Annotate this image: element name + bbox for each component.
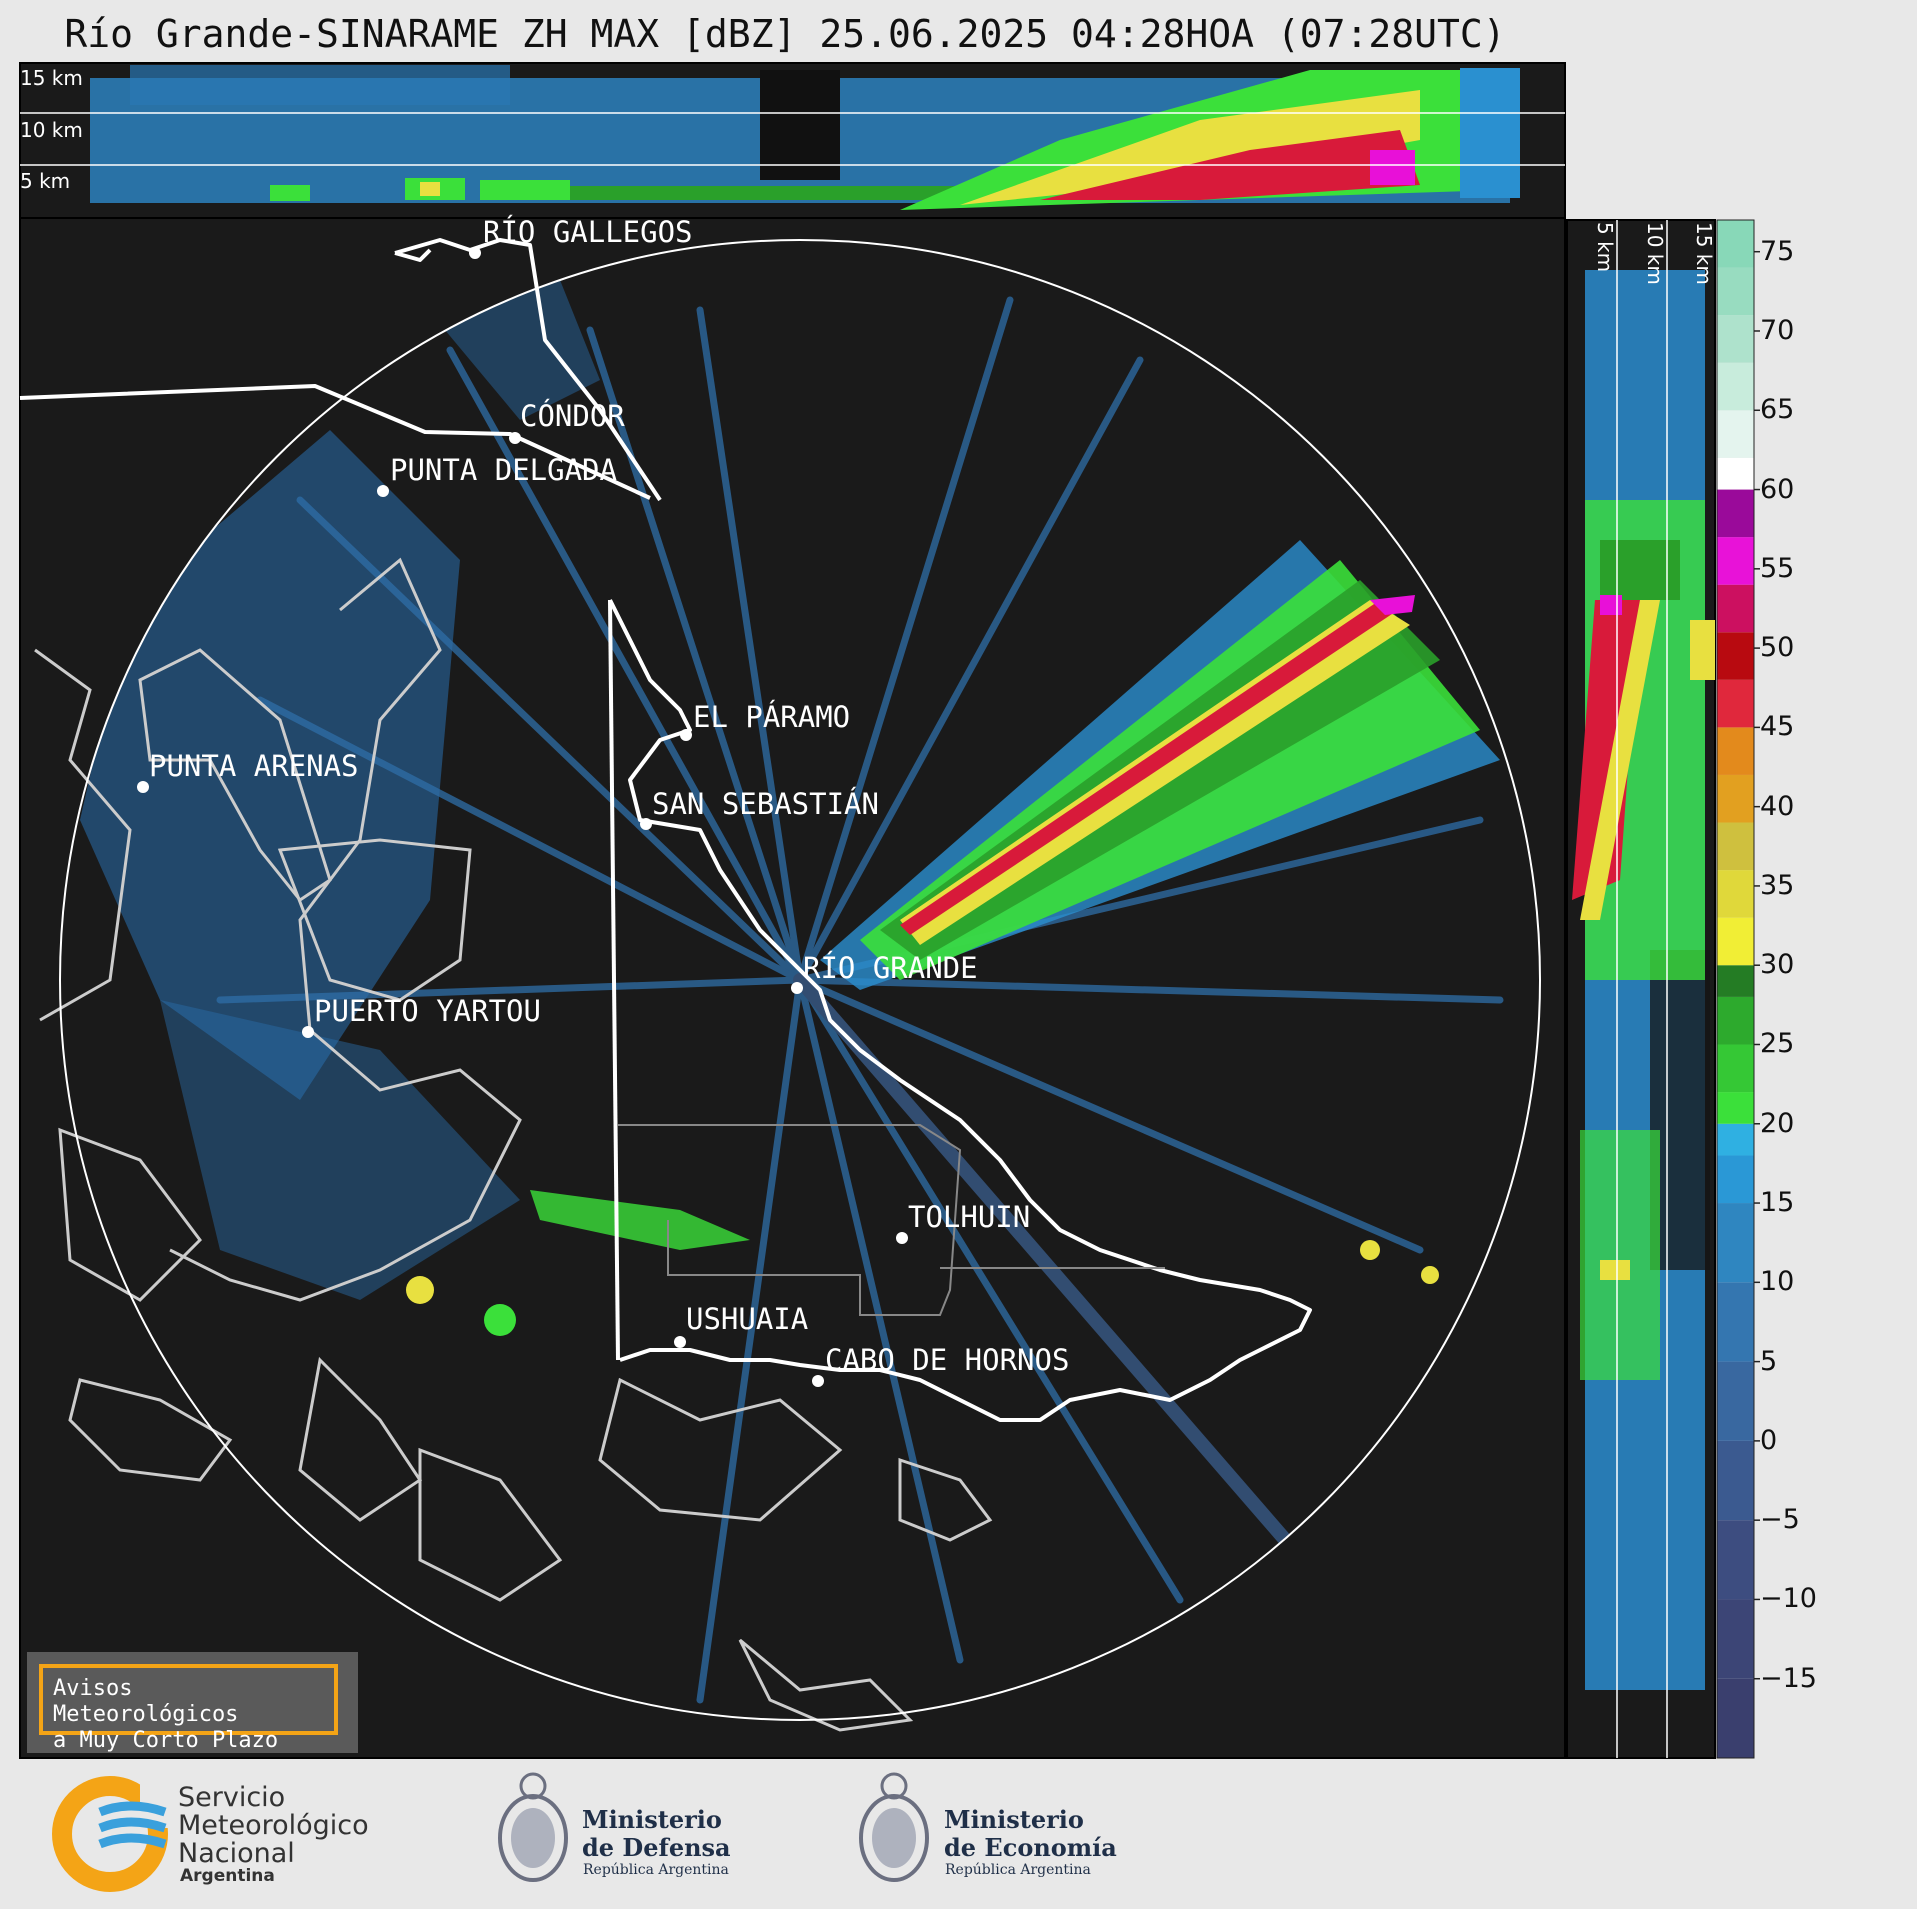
city-label-rio-gallegos: RÍO GALLEGOS (483, 215, 693, 249)
colorbar-band (1717, 822, 1754, 871)
smn-line-3: Nacional (178, 1838, 295, 1869)
colorbar-tick-label: 60 (1760, 473, 1795, 505)
colorbar-tick-label: −5 (1760, 1504, 1800, 1536)
colorbar-tick-label: 35 (1760, 869, 1795, 901)
side-km-label-10: 10 km (1643, 222, 1667, 285)
colorbar-tick-label: 20 (1760, 1107, 1795, 1139)
colorbar-frame (1716, 219, 1755, 1759)
defensa-line-2: de Defensa (582, 1833, 731, 1862)
colorbar (1717, 220, 1760, 1758)
economia-line-1: Ministerio (944, 1805, 1084, 1834)
colorbar-band (1717, 1123, 1754, 1156)
colorbar-band (1717, 584, 1754, 633)
city-label-punta-delgada: PUNTA DELGADA (390, 453, 617, 487)
colorbar-band (1717, 410, 1754, 458)
alert-line-2: a Muy Corto Plazo (53, 1728, 279, 1753)
colorbar-tick-label: 70 (1760, 314, 1795, 346)
city-markers (137, 247, 908, 1387)
colorbar-band (1717, 774, 1754, 823)
colorbar-band (1717, 1092, 1754, 1124)
colorbar-tick-label: 50 (1760, 632, 1795, 664)
city-label-san-sebastian: SAN SEBASTIÁN (652, 787, 879, 821)
colorbar-band (1717, 1520, 1754, 1600)
colorbar-band (1717, 362, 1754, 411)
top-km-label-10: 10 km (20, 118, 83, 142)
side-km-label-5: 5 km (1593, 222, 1617, 273)
alert-box[interactable]: Avisos Meteorológicos a Muy Corto Plazo (27, 1652, 358, 1753)
colorbar-tick-label: 5 (1760, 1345, 1778, 1377)
city-label-puerto-yartou: PUERTO YARTOU (314, 994, 541, 1028)
defensa-line-3: República Argentina (583, 1862, 729, 1878)
colorbar-band (1717, 267, 1754, 316)
colorbar-band (1717, 489, 1754, 538)
colorbar-band (1717, 1599, 1754, 1679)
colorbar-band (1717, 1155, 1754, 1204)
colorbar-tick-label: 10 (1760, 1266, 1795, 1298)
international-border (608, 599, 620, 1361)
colorbar-band (1717, 1361, 1754, 1441)
colorbar-tick-label: 75 (1760, 235, 1795, 267)
reflectivity-echoes (80, 280, 1504, 1704)
colorbar-tick-label: 15 (1760, 1187, 1795, 1219)
colorbar-tick-label: 55 (1760, 552, 1795, 584)
colorbar-band (1717, 537, 1754, 585)
colorbar-tick-label: 25 (1760, 1028, 1795, 1060)
colorbar-tick-label: −10 (1760, 1583, 1817, 1615)
city-label-condor: CÓNDOR (520, 399, 625, 433)
range-ring (59, 239, 1541, 1721)
city-label-cabo-de-hornos: CABO DE HORNOS (825, 1343, 1070, 1377)
smn-line-4: Argentina (180, 1866, 275, 1886)
smn-line-2: Meteorológico (178, 1810, 369, 1841)
chart-title: Río Grande-SINARAME ZH MAX [dBZ] 25.06.2… (64, 12, 1506, 56)
colorbar-band (1717, 457, 1754, 490)
economia-line-2: de Economía (944, 1833, 1117, 1862)
colorbar-band (1717, 1440, 1754, 1521)
city-label-rio-grande: RÍO GRANDE (803, 951, 978, 985)
colorbar-tick-label: 30 (1760, 949, 1795, 981)
defensa-line-1: Ministerio (582, 1805, 722, 1834)
colorbar-tick-label: −15 (1760, 1662, 1817, 1694)
alert-line-1: Avisos Meteorológicos (53, 1676, 239, 1727)
city-label-punta-arenas: PUNTA ARENAS (149, 749, 359, 783)
colorbar-band (1717, 996, 1754, 1045)
side-profile-echoes (1572, 270, 1715, 1690)
economia-coat-of-arms-icon (859, 1772, 929, 1882)
defensa-coat-of-arms-icon (498, 1772, 568, 1882)
city-label-tolhuin: TOLHUIN (908, 1200, 1031, 1234)
colorbar-band (1717, 315, 1754, 363)
alert-box-inner: Avisos Meteorológicos a Muy Corto Plazo (39, 1664, 338, 1753)
smn-line-1: Servicio (178, 1782, 286, 1813)
colorbar-band (1717, 632, 1754, 680)
smn-logo-icon (52, 1776, 170, 1892)
economia-line-3: República Argentina (945, 1862, 1091, 1878)
colorbar-band (1717, 727, 1754, 775)
colorbar-band (1717, 965, 1754, 997)
top-profile-echoes (90, 65, 1520, 210)
side-km-label-15: 15 km (1692, 222, 1716, 285)
colorbar-band (1717, 1282, 1754, 1362)
colorbar-tick-label: 0 (1760, 1424, 1778, 1456)
colorbar-band (1717, 679, 1754, 728)
colorbar-tick-label: 45 (1760, 711, 1795, 743)
colorbar-band (1717, 1044, 1754, 1093)
provincial-border (618, 1124, 1165, 1316)
top-km-label-5: 5 km (20, 169, 71, 193)
colorbar-tick-label: 40 (1760, 790, 1795, 822)
city-label-el-paramo: EL PÁRAMO (693, 700, 851, 734)
colorbar-band (1717, 917, 1754, 966)
foreign-coastlines (34, 557, 993, 1732)
top-km-label-15: 15 km (20, 66, 83, 90)
city-label-ushuaia: USHUAIA (686, 1302, 809, 1336)
colorbar-band (1717, 1203, 1754, 1283)
colorbar-band (1717, 1678, 1754, 1758)
argentine-coastline (19, 238, 1312, 1422)
colorbar-tick-label: 65 (1760, 394, 1795, 426)
colorbar-band (1717, 220, 1754, 268)
colorbar-band (1717, 870, 1754, 918)
